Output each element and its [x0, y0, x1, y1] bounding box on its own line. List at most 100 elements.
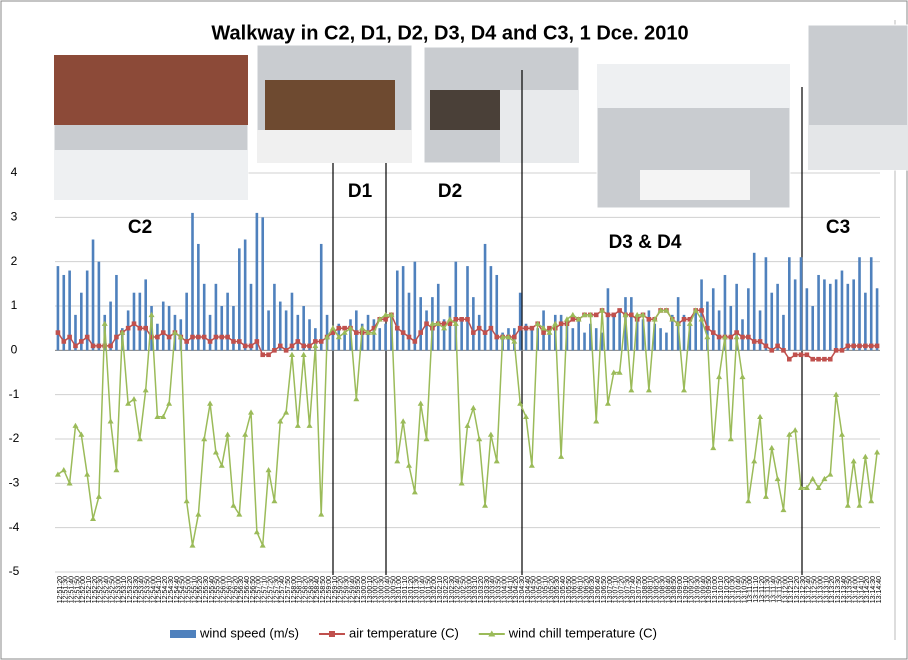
- marker: [857, 343, 862, 349]
- marker: [236, 511, 243, 517]
- marker: [646, 317, 652, 322]
- bar: [594, 328, 598, 351]
- marker: [581, 311, 588, 318]
- marker: [324, 334, 331, 340]
- x-tick-label: 12:57:10: [262, 576, 269, 603]
- marker: [201, 334, 207, 340]
- marker: [330, 330, 336, 335]
- marker: [604, 400, 611, 406]
- y-tick-label: -3: [9, 476, 20, 490]
- bar: [518, 292, 522, 351]
- bar: [97, 261, 101, 351]
- marker: [757, 413, 764, 420]
- marker: [838, 431, 845, 437]
- x-tick-label: 13:06:20: [583, 576, 590, 603]
- x-tick-label: 13:11:00: [747, 576, 754, 603]
- marker: [534, 320, 541, 326]
- bar: [115, 274, 118, 351]
- bar: [670, 314, 674, 351]
- x-tick-label: 12:52:50: [109, 576, 116, 603]
- marker: [809, 475, 816, 482]
- bar: [846, 283, 850, 351]
- x-tick-label: 13:10:00: [712, 576, 719, 603]
- bar: [793, 279, 797, 351]
- marker: [845, 343, 851, 349]
- x-tick-label: 12:55:00: [185, 576, 192, 603]
- marker: [160, 330, 166, 335]
- marker: [66, 480, 73, 486]
- marker: [242, 431, 249, 437]
- x-tick-label: 12:52:40: [104, 576, 111, 603]
- marker: [394, 325, 400, 331]
- x-tick-label: 13:07:20: [618, 576, 625, 603]
- marker: [90, 343, 96, 349]
- x-tick-label: 12:59:10: [332, 576, 339, 603]
- photos: [53, 24, 908, 209]
- bar: [202, 283, 206, 351]
- bar: [495, 274, 499, 351]
- marker: [733, 334, 740, 340]
- marker: [342, 325, 347, 331]
- x-tick-label: 12:54:10: [156, 576, 163, 603]
- marker: [400, 418, 407, 424]
- bar: [284, 310, 288, 351]
- marker: [318, 511, 325, 517]
- marker: [868, 498, 875, 504]
- marker: [471, 330, 476, 335]
- bar: [419, 297, 422, 351]
- bar: [589, 323, 592, 351]
- y-tick-label: -4: [9, 520, 20, 534]
- photo-part: [54, 150, 248, 200]
- bar: [255, 212, 259, 351]
- marker: [260, 352, 266, 358]
- marker: [815, 484, 822, 490]
- marker: [148, 311, 155, 318]
- bar: [823, 279, 826, 351]
- marker: [833, 348, 839, 353]
- marker: [505, 334, 512, 340]
- marker: [114, 334, 119, 340]
- x-tick-label: 13:02:10: [437, 576, 444, 603]
- marker: [740, 334, 745, 340]
- marker: [177, 334, 184, 340]
- bar: [729, 306, 733, 351]
- bar: [577, 319, 580, 351]
- marker: [803, 484, 810, 490]
- bar: [758, 310, 762, 351]
- marker: [459, 317, 464, 322]
- marker: [201, 436, 208, 442]
- x-tick-label: 12:58:50: [320, 576, 327, 603]
- marker: [102, 343, 108, 349]
- x-tick-label: 13:00:30: [379, 576, 386, 603]
- marker: [851, 343, 856, 349]
- x-tick-label: 12:57:00: [256, 576, 263, 603]
- marker: [798, 352, 804, 358]
- bar: [717, 310, 721, 351]
- marker: [130, 396, 137, 402]
- marker: [493, 458, 500, 464]
- bar: [612, 314, 616, 351]
- marker: [313, 339, 318, 344]
- marker: [271, 498, 278, 504]
- x-tick-label: 13:04:10: [507, 576, 514, 603]
- bar: [56, 266, 60, 351]
- bar: [442, 319, 446, 351]
- x-tick-label: 13:09:20: [689, 576, 696, 603]
- x-tick-label: 13:12:30: [800, 576, 807, 603]
- y-tick-label: 4: [11, 165, 18, 179]
- marker: [429, 320, 436, 326]
- chart-title: Walkway in C2, D1, D2, D3, D4 and C3, 1 …: [211, 22, 688, 44]
- x-tick-label: 13:01:40: [420, 576, 427, 603]
- marker: [207, 400, 214, 406]
- bar: [278, 301, 282, 351]
- marker: [353, 396, 360, 402]
- marker: [394, 458, 401, 464]
- x-tick-label: 13:00:50: [390, 576, 397, 603]
- bar: [700, 279, 703, 351]
- marker: [781, 348, 786, 353]
- x-tick-label: 12:51:50: [74, 576, 81, 603]
- marker: [528, 462, 535, 468]
- x-tick-label: 13:09:00: [677, 576, 684, 603]
- x-tick-label: 13:01:20: [408, 576, 415, 603]
- marker: [634, 311, 641, 318]
